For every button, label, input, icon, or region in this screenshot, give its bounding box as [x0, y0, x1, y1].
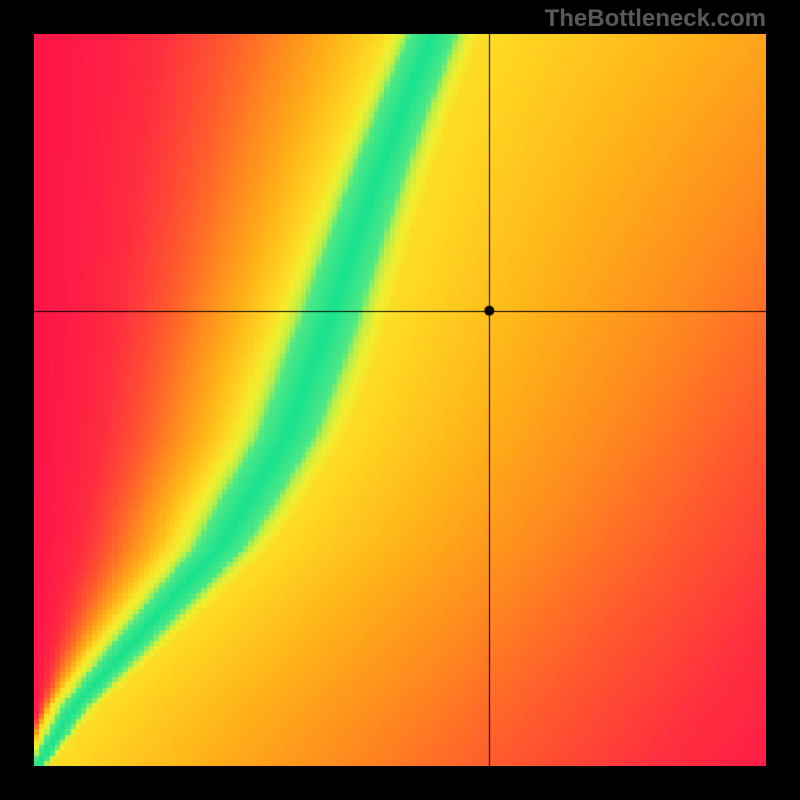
watermark-text: TheBottleneck.com	[545, 5, 766, 33]
chart-container: TheBottleneck.com	[0, 0, 800, 800]
bottleneck-heatmap	[34, 34, 766, 766]
